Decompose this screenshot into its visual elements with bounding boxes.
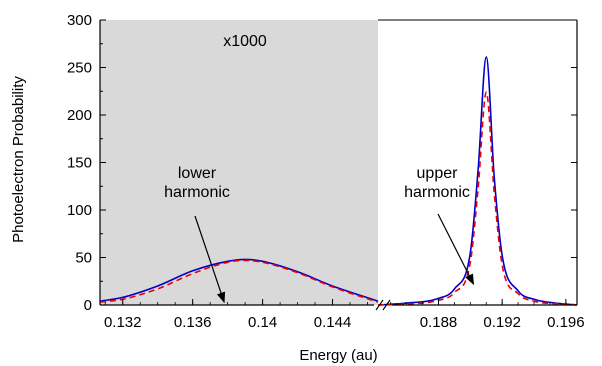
scale-note: x1000 — [223, 33, 267, 50]
ticks: 0 50 100 150 200 250 300 0.132 0.136 0.14 0.144 0.1… — [67, 12, 585, 331]
y-tick-label: 200 — [67, 107, 92, 124]
annotations: lower harmonic upper harmonic — [164, 165, 475, 304]
annotation-arrow — [194, 215, 226, 304]
y-tick-label: 0 — [84, 297, 92, 314]
x-axis-title: Energy (au) — [299, 347, 377, 364]
y-tick-label: 50 — [75, 250, 92, 267]
x-tick-label: 0.132 — [104, 314, 142, 331]
x-tick-label: 0.188 — [420, 314, 458, 331]
y-tick-label: 300 — [67, 12, 92, 29]
annotation-line: lower — [178, 165, 217, 182]
annotation-label: lower harmonic — [164, 165, 230, 201]
annotation-label: upper harmonic — [404, 165, 470, 201]
series-0-segment-0 — [99, 258, 379, 302]
y-axis-title: Photoelectron Probability — [10, 76, 27, 243]
annotation-line: harmonic — [164, 184, 230, 201]
labels: x1000 Energy (au) Photoelectron Probabil… — [10, 33, 378, 364]
annotation-line: harmonic — [404, 184, 470, 201]
x-tick-label: 0.192 — [483, 314, 521, 331]
series-1-segment-0 — [99, 259, 379, 303]
x-tick-label: 0.196 — [547, 314, 585, 331]
axis-break-mark — [375, 299, 384, 311]
shaded-region — [100, 20, 378, 305]
series-0-segment-1 — [377, 56, 578, 306]
annotation-line: upper — [417, 165, 459, 182]
y-tick-label: 150 — [67, 155, 92, 172]
axis-break-mark — [382, 299, 391, 311]
annotation-arrow — [437, 213, 475, 286]
x-tick-label: 0.136 — [174, 314, 212, 331]
x-tick-label: 0.144 — [314, 314, 352, 331]
y-tick-label: 100 — [67, 202, 92, 219]
y-tick-label: 250 — [67, 60, 92, 77]
x-tick-label: 0.14 — [248, 314, 277, 331]
